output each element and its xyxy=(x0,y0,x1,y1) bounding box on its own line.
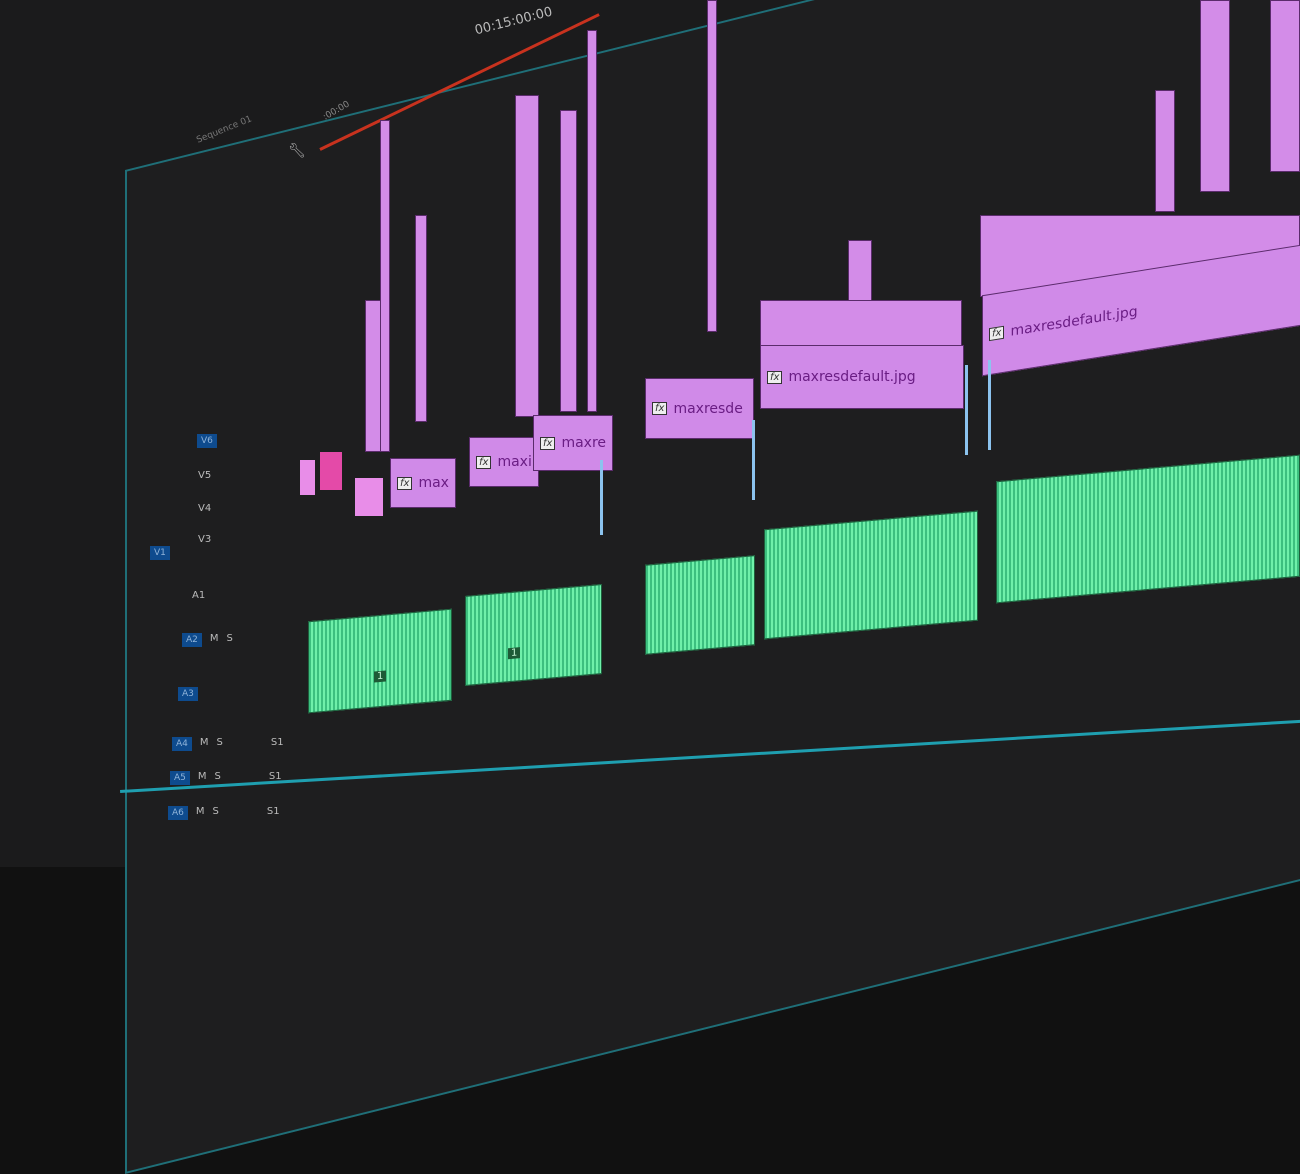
video-clip[interactable] xyxy=(1200,0,1230,192)
fx-badge: fx xyxy=(476,455,492,469)
audio-clip[interactable]: 1 xyxy=(465,584,602,686)
mute-button[interactable]: M xyxy=(199,737,209,748)
video-clip[interactable] xyxy=(415,215,427,422)
mute-button[interactable]: M xyxy=(195,806,205,817)
fx-badge: fx xyxy=(397,476,413,490)
fx-badge: fx xyxy=(989,325,1005,342)
edit-point-marker xyxy=(988,360,991,450)
solo-button[interactable]: S xyxy=(216,737,223,748)
video-clip[interactable] xyxy=(365,300,381,452)
video-clip[interactable] xyxy=(560,110,577,412)
edit-point-marker xyxy=(600,460,603,535)
mute-button[interactable]: M xyxy=(197,771,207,782)
clip-name: maxresde xyxy=(673,400,743,417)
video-clip[interactable] xyxy=(300,460,315,495)
mute-button[interactable]: M xyxy=(209,633,219,644)
track-target-v6[interactable]: V6 xyxy=(197,434,217,448)
video-clip[interactable] xyxy=(707,0,717,332)
video-clip[interactable] xyxy=(587,30,597,412)
track-header-v6: V6 xyxy=(197,434,217,448)
source-patch-v1[interactable]: V1 xyxy=(150,546,170,560)
audio-clip[interactable] xyxy=(645,555,755,655)
track-header-v1-source: V1 xyxy=(150,546,170,560)
track-target-a6[interactable]: A6 xyxy=(168,806,188,820)
clip-name: maxresdefault.jpg xyxy=(1010,303,1138,340)
video-clip[interactable] xyxy=(355,478,383,516)
video-clip-labeled[interactable]: fx maxi xyxy=(469,437,539,487)
clip-name: maxi xyxy=(497,454,532,470)
video-clip-labeled[interactable]: fx maxresdefault.jpg xyxy=(760,345,964,409)
track-header-a6: A6 M S S1 xyxy=(168,806,280,820)
audio-clip[interactable] xyxy=(764,510,978,640)
video-clip[interactable] xyxy=(1270,0,1300,172)
track-header-a3: A3 xyxy=(178,687,198,701)
solo-button[interactable]: S xyxy=(226,633,233,644)
track-header-v5: V5 xyxy=(198,470,212,481)
video-clip[interactable] xyxy=(320,452,342,490)
edit-point-marker xyxy=(752,420,755,500)
ruler-timecode: 00:15:00:00 xyxy=(473,4,554,39)
track-header-a4: A4 M S S1 xyxy=(172,737,284,751)
edit-point-marker xyxy=(965,365,968,455)
track-target-a3[interactable]: A3 xyxy=(178,687,198,701)
video-clip[interactable] xyxy=(515,95,539,417)
track-header-v4: V4 xyxy=(198,503,212,514)
track-header-a5: A5 M S S1 xyxy=(170,771,282,785)
track-header-a1: A1 xyxy=(192,590,206,601)
video-clip-labeled[interactable]: fx maxresde xyxy=(645,378,754,439)
track-header-v3: V3 xyxy=(198,534,212,545)
audio-clip-marker: 1 xyxy=(374,670,387,683)
track-header-a2: A2 M S xyxy=(182,633,233,647)
solo-button[interactable]: S xyxy=(212,806,219,817)
video-clip-labeled[interactable]: fx maxre xyxy=(533,415,614,471)
track-target-a2[interactable]: A2 xyxy=(182,633,202,647)
solo-button[interactable]: S xyxy=(214,771,221,782)
audio-clip[interactable]: 1 xyxy=(308,608,452,714)
video-clip[interactable] xyxy=(848,240,872,302)
track-target-a4[interactable]: A4 xyxy=(172,737,192,751)
clip-name: maxresdefault.jpg xyxy=(788,369,916,385)
submix-label: S1 xyxy=(266,806,280,817)
video-clip[interactable] xyxy=(380,120,390,452)
clip-name: maxre xyxy=(561,435,607,451)
video-clip-labeled[interactable]: fx max xyxy=(390,458,456,508)
track-target-a5[interactable]: A5 xyxy=(170,771,190,785)
fx-badge: fx xyxy=(540,436,556,450)
clip-name: max xyxy=(418,475,449,491)
fx-badge: fx xyxy=(652,402,668,415)
submix-label: S1 xyxy=(270,737,284,748)
fx-badge: fx xyxy=(767,370,783,384)
audio-clip-marker: 1 xyxy=(508,647,521,660)
video-clip[interactable] xyxy=(1155,90,1175,212)
wrench-icon[interactable]: 🔧︎ xyxy=(288,143,306,159)
submix-label: S1 xyxy=(268,771,282,782)
